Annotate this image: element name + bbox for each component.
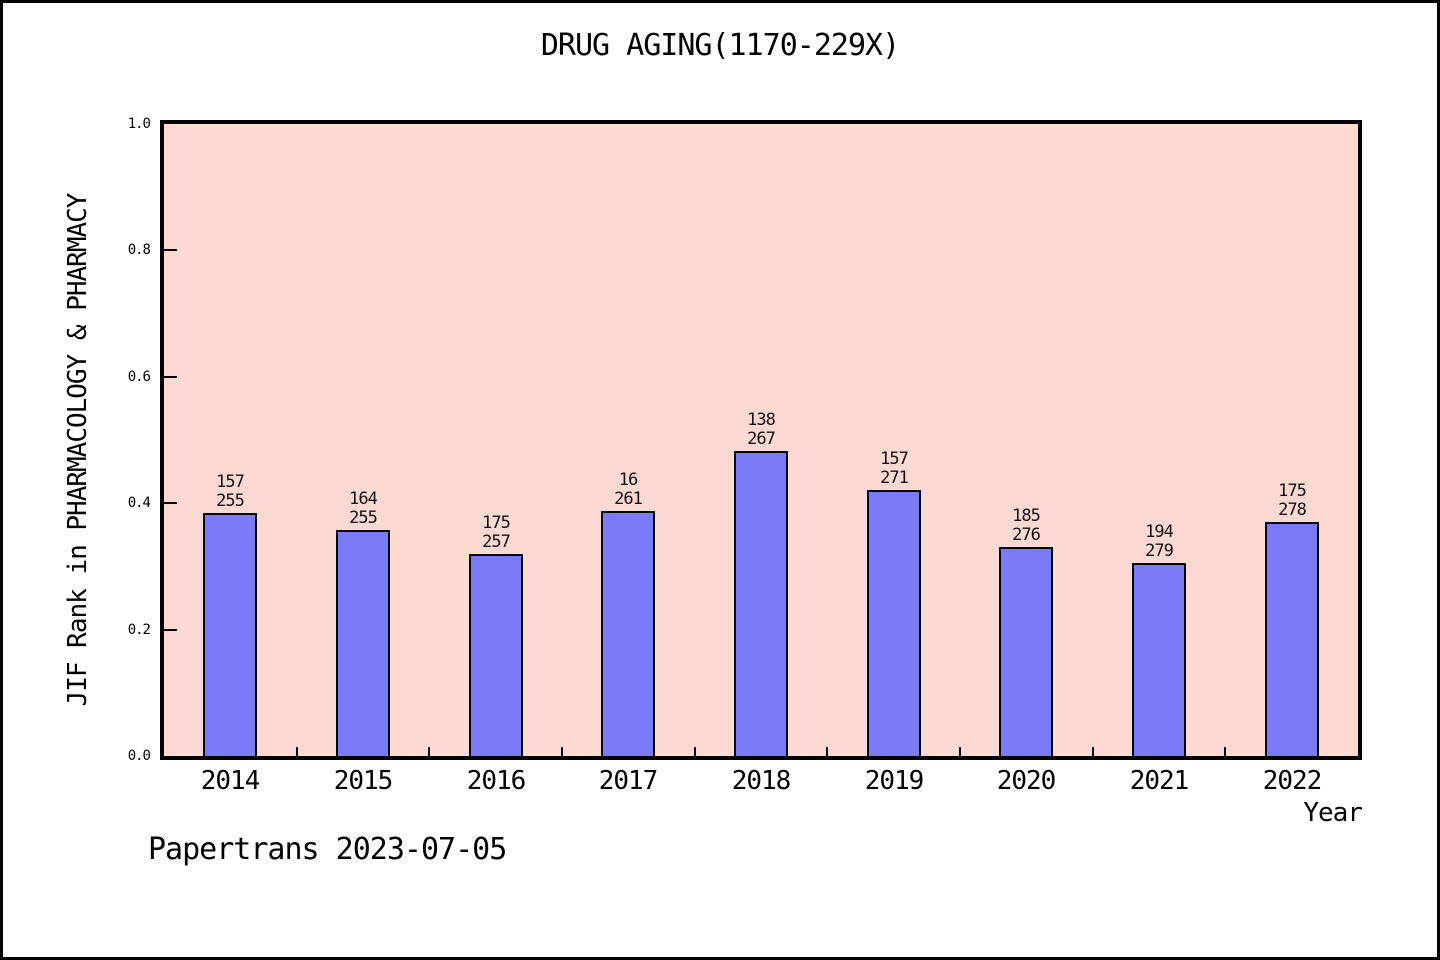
y-axis-label: JIF Rank in PHARMACOLOGY & PHARMACY	[63, 193, 93, 707]
bar-2019	[867, 490, 921, 756]
x-minor-tick-mark	[428, 747, 430, 756]
y-tick-label: 0.0	[127, 748, 151, 764]
bar-rank-value: 16	[618, 470, 638, 490]
bar-value-label: 138 267	[701, 411, 821, 449]
x-tick-label-2016: 2016	[466, 766, 527, 796]
bar-value-label: 16 261	[568, 471, 688, 509]
x-tick-label-2019: 2019	[864, 766, 925, 796]
bar-total-value: 276	[1012, 525, 1041, 545]
x-minor-tick-mark	[694, 747, 696, 756]
bar-total-value: 261	[614, 489, 643, 509]
x-tick-label-2021: 2021	[1129, 766, 1190, 796]
x-tick-label-2015: 2015	[333, 766, 394, 796]
bar-value-label: 157 255	[170, 473, 290, 511]
bar-rank-value: 185	[1012, 506, 1041, 526]
x-tick-label-2022: 2022	[1262, 766, 1323, 796]
bar-rank-value: 164	[349, 489, 378, 509]
bar-2021	[1132, 563, 1186, 756]
bar-value-label: 175 257	[436, 514, 556, 552]
bar-2017	[601, 511, 655, 756]
bar-2020	[999, 547, 1053, 756]
x-minor-tick-mark	[1224, 747, 1226, 756]
x-minor-tick-mark	[296, 747, 298, 756]
x-minor-tick-mark	[561, 747, 563, 756]
bar-2015	[336, 530, 390, 756]
bar-value-label: 157 271	[834, 450, 954, 488]
y-tick-label: 0.6	[127, 369, 151, 385]
bar-2014	[203, 513, 257, 756]
y-tick-mark	[164, 249, 177, 251]
x-minor-tick-mark	[1092, 747, 1094, 756]
x-axis-title: Year	[1303, 798, 1363, 828]
bar-total-value: 271	[880, 468, 909, 488]
y-tick-label: 0.8	[127, 242, 151, 258]
y-tick-mark	[164, 502, 177, 504]
bar-value-label: 194 279	[1099, 523, 1219, 561]
bar-rank-value: 157	[216, 472, 245, 492]
bar-value-label: 175 278	[1232, 482, 1352, 520]
y-tick-label: 0.4	[127, 495, 151, 511]
x-tick-label-2018: 2018	[731, 766, 792, 796]
bar-total-value: 279	[1145, 541, 1174, 561]
y-tick-mark	[164, 376, 177, 378]
bar-value-label: 185 276	[966, 507, 1086, 545]
x-tick-label-2014: 2014	[200, 766, 261, 796]
bar-total-value: 255	[216, 491, 245, 511]
bar-2016	[469, 554, 523, 756]
bar-2018	[734, 451, 788, 756]
bar-rank-value: 194	[1145, 522, 1174, 542]
bar-rank-value: 138	[747, 410, 776, 430]
bar-total-value: 257	[482, 532, 511, 552]
x-tick-label-2017: 2017	[598, 766, 659, 796]
bar-total-value: 278	[1278, 500, 1307, 520]
watermark-text: Papertrans 2023-07-05	[148, 832, 507, 867]
x-minor-tick-mark	[826, 747, 828, 756]
bar-total-value: 255	[349, 508, 378, 528]
x-tick-label-2020: 2020	[996, 766, 1057, 796]
plot-area: 157 255 164 255 175 257 16 261 138 267 157 271 185 27…	[160, 120, 1362, 760]
bar-2022	[1265, 522, 1319, 756]
y-tick-mark	[164, 629, 177, 631]
bar-rank-value: 175	[1278, 481, 1307, 501]
x-minor-tick-mark	[959, 747, 961, 756]
y-tick-label: 1.0	[127, 116, 151, 132]
bar-value-label: 164 255	[303, 490, 423, 528]
bar-rank-value: 175	[482, 513, 511, 533]
bar-rank-value: 157	[880, 449, 909, 469]
bar-total-value: 267	[747, 429, 776, 449]
chart-title: DRUG AGING(1170-229X)	[540, 28, 900, 63]
y-tick-label: 0.2	[127, 622, 151, 638]
